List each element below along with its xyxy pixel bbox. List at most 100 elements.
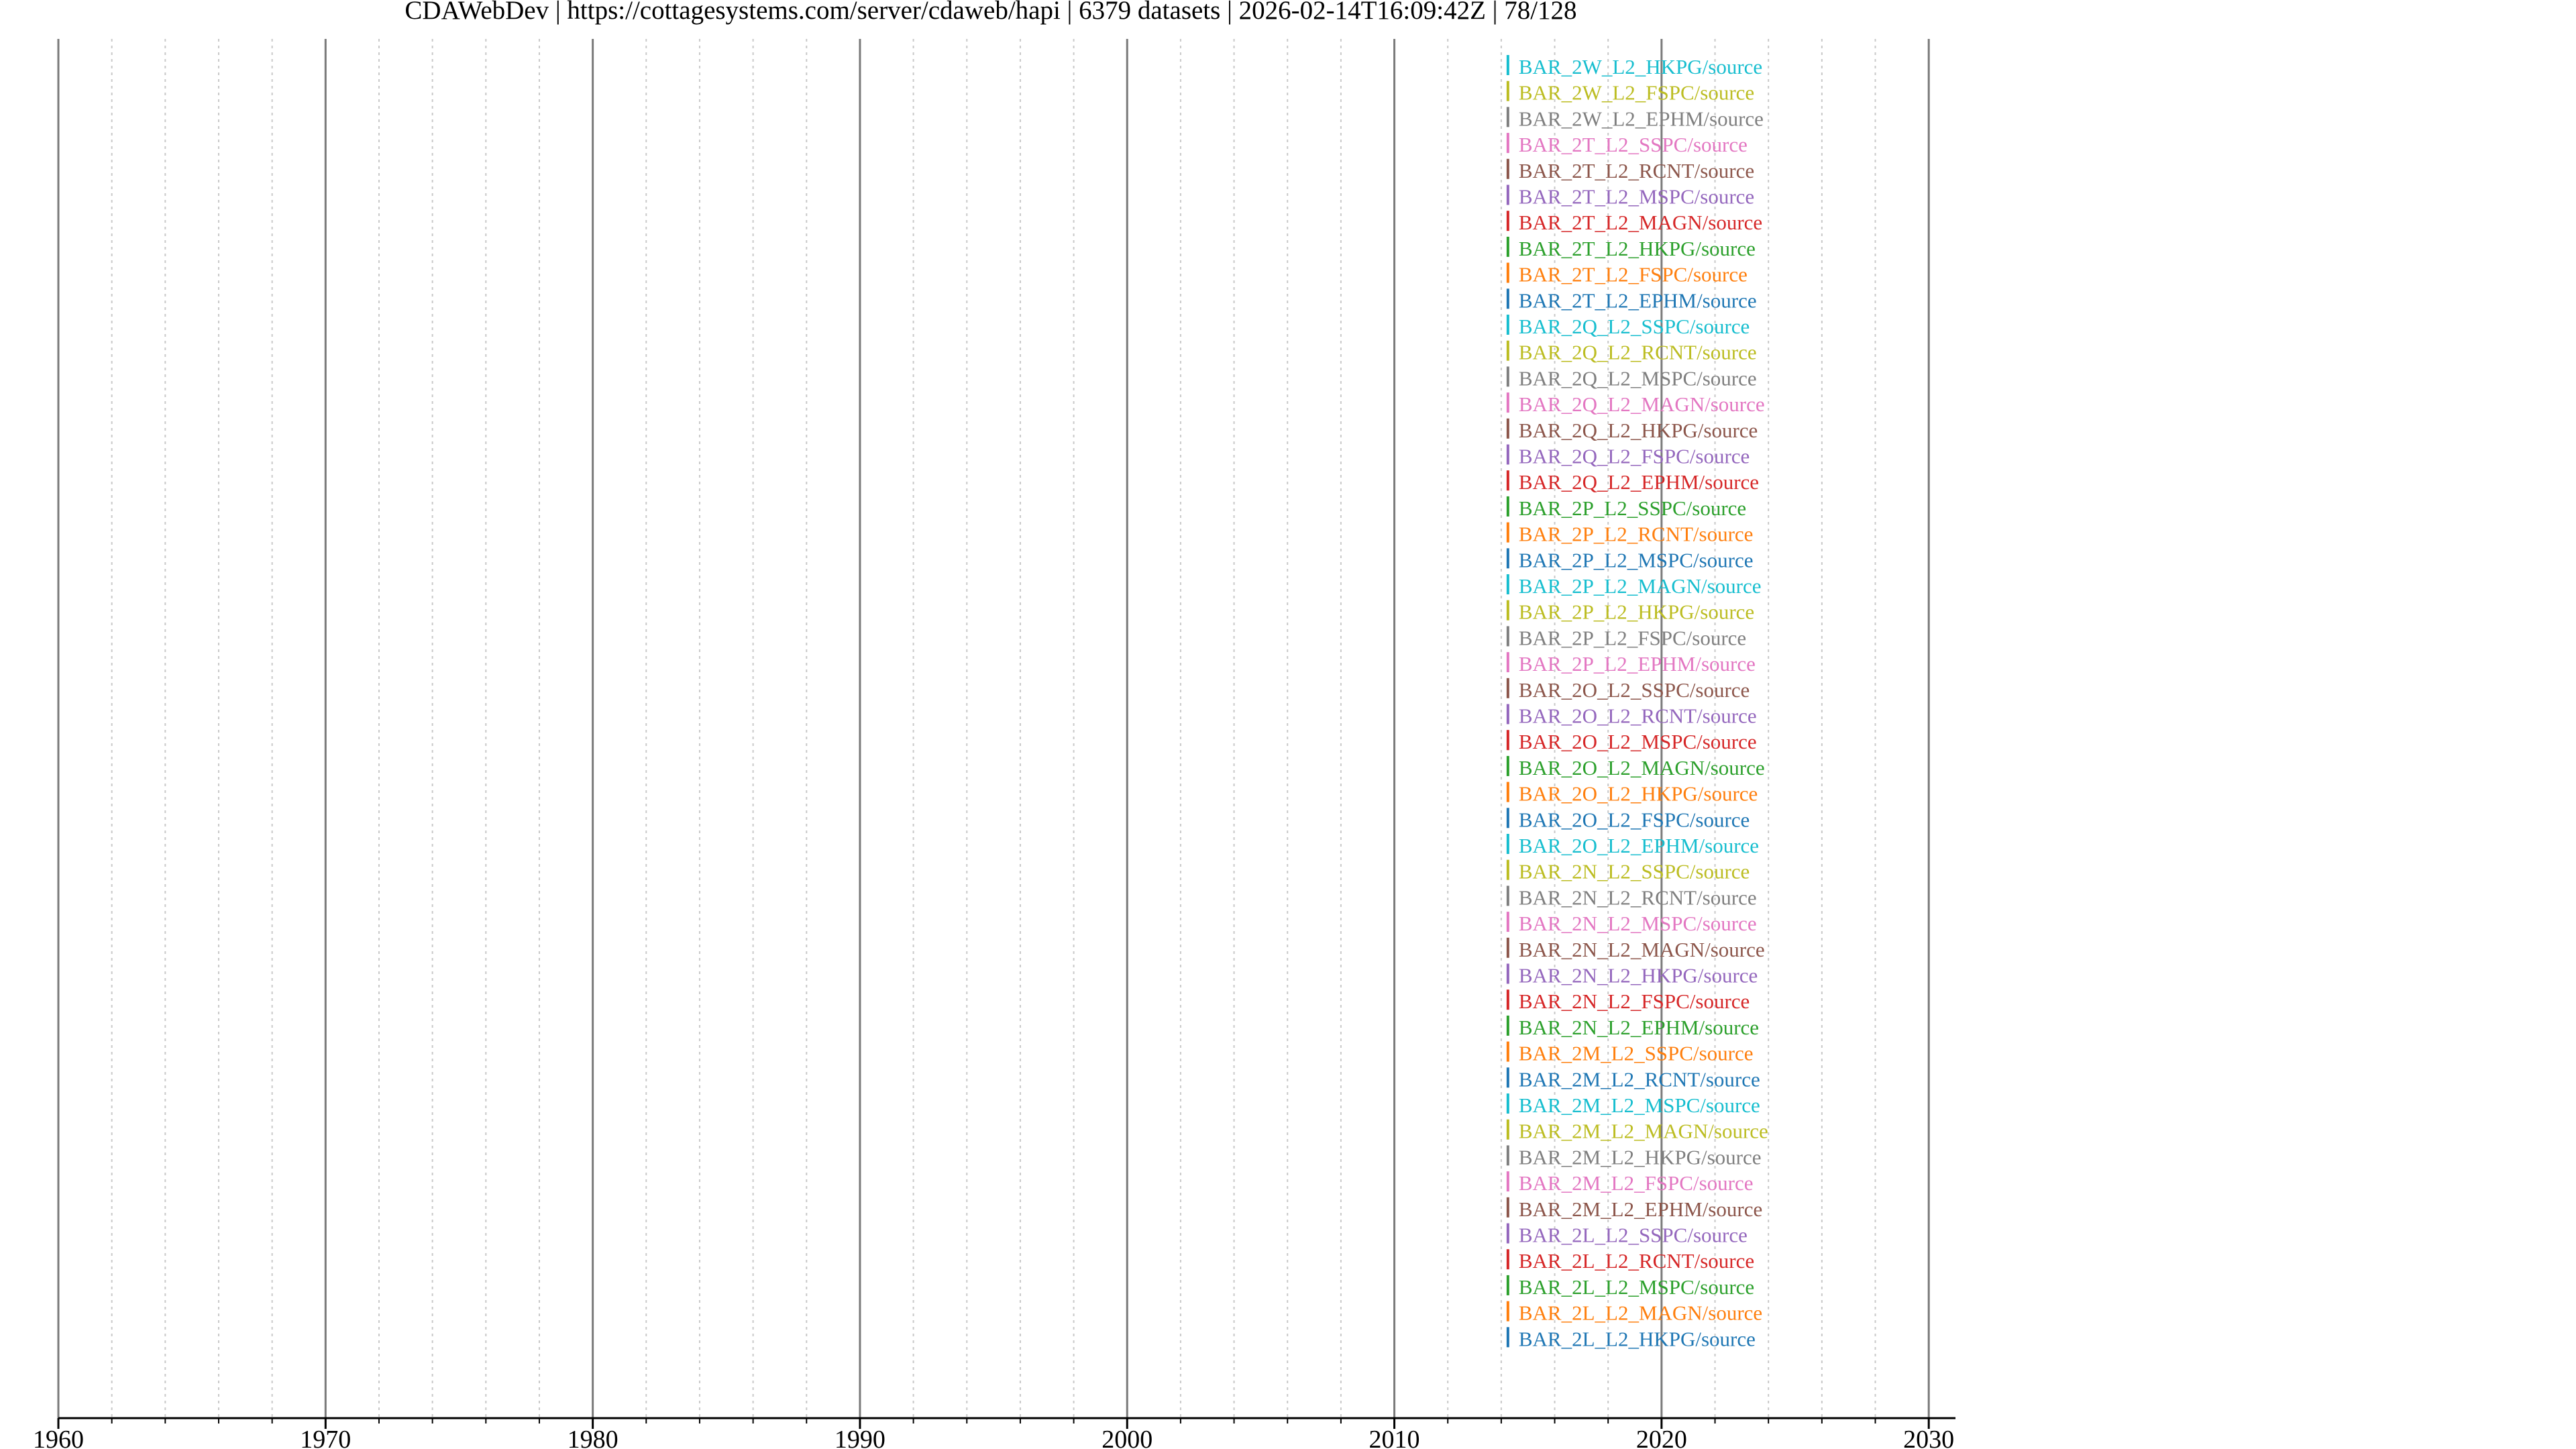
dataset-label[interactable]: BAR_2N_L2_FSPC/source <box>1519 989 1750 1013</box>
dataset-row[interactable]: BAR_2M_L2_EPHM/source <box>1506 1197 1762 1221</box>
dataset-row[interactable]: BAR_2M_L2_MSPC/source <box>1506 1093 1760 1117</box>
dataset-label[interactable]: BAR_2O_L2_FSPC/source <box>1519 808 1750 831</box>
dataset-label[interactable]: BAR_2P_L2_SSPC/source <box>1519 496 1746 520</box>
dataset-row[interactable]: BAR_2O_L2_RCNT/source <box>1506 704 1757 728</box>
dataset-bar[interactable] <box>1506 548 1509 569</box>
dataset-label[interactable]: BAR_2L_L2_RCNT/source <box>1519 1249 1754 1273</box>
dataset-label[interactable]: BAR_2P_L2_MSPC/source <box>1519 548 1754 572</box>
dataset-bar[interactable] <box>1506 262 1509 283</box>
dataset-label[interactable]: BAR_2T_L2_SSPC/source <box>1519 133 1748 156</box>
dataset-label[interactable]: BAR_2M_L2_FSPC/source <box>1519 1171 1754 1195</box>
dataset-row[interactable]: BAR_2O_L2_HKPG/source <box>1506 782 1758 806</box>
dataset-label[interactable]: BAR_2N_L2_HKPG/source <box>1519 964 1758 987</box>
dataset-bar[interactable] <box>1506 340 1509 361</box>
dataset-bar[interactable] <box>1506 626 1509 647</box>
dataset-row[interactable]: BAR_2N_L2_MAGN/source <box>1506 937 1765 961</box>
dataset-bar[interactable] <box>1506 1327 1509 1348</box>
dataset-bar[interactable] <box>1506 1093 1509 1114</box>
dataset-row[interactable]: BAR_2L_L2_SSPC/source <box>1506 1223 1748 1247</box>
dataset-bar[interactable] <box>1506 652 1509 673</box>
dataset-row[interactable]: BAR_2O_L2_SSPC/source <box>1506 678 1750 702</box>
dataset-label[interactable]: BAR_2Q_L2_HKPG/source <box>1519 419 1758 442</box>
dataset-row[interactable]: BAR_2T_L2_FSPC/source <box>1506 262 1748 286</box>
dataset-bar[interactable] <box>1506 418 1509 439</box>
dataset-label[interactable]: BAR_2O_L2_MAGN/source <box>1519 756 1765 780</box>
dataset-bar[interactable] <box>1506 859 1509 880</box>
dataset-label[interactable]: BAR_2O_L2_RCNT/source <box>1519 704 1757 728</box>
dataset-bar[interactable] <box>1506 496 1509 517</box>
dataset-row[interactable]: BAR_2N_L2_SSPC/source <box>1506 859 1750 883</box>
dataset-row[interactable]: BAR_2L_L2_RCNT/source <box>1506 1249 1754 1273</box>
dataset-row[interactable]: BAR_2P_L2_HKPG/source <box>1506 600 1754 624</box>
dataset-label[interactable]: BAR_2T_L2_HKPG/source <box>1519 237 1756 260</box>
dataset-bar[interactable] <box>1506 1171 1509 1192</box>
dataset-label[interactable]: BAR_2O_L2_HKPG/source <box>1519 782 1758 806</box>
dataset-row[interactable]: BAR_2M_L2_HKPG/source <box>1506 1145 1762 1169</box>
dataset-bar[interactable] <box>1506 366 1509 387</box>
dataset-bar[interactable] <box>1506 522 1509 543</box>
dataset-row[interactable]: BAR_2Q_L2_FSPC/source <box>1506 444 1750 468</box>
dataset-row[interactable]: BAR_2Q_L2_MSPC/source <box>1506 366 1757 390</box>
dataset-bar[interactable] <box>1506 236 1509 257</box>
dataset-label[interactable]: BAR_2Q_L2_EPHM/source <box>1519 470 1759 494</box>
dataset-label[interactable]: BAR_2M_L2_EPHM/source <box>1519 1197 1762 1221</box>
dataset-bar[interactable] <box>1506 1223 1509 1244</box>
dataset-label[interactable]: BAR_2P_L2_EPHM/source <box>1519 652 1756 676</box>
dataset-bar[interactable] <box>1506 1301 1509 1322</box>
dataset-bar[interactable] <box>1506 1067 1509 1088</box>
dataset-label[interactable]: BAR_2N_L2_MAGN/source <box>1519 938 1765 961</box>
dataset-bar[interactable] <box>1506 315 1509 335</box>
dataset-bar[interactable] <box>1506 885 1509 906</box>
dataset-row[interactable]: BAR_2T_L2_HKPG/source <box>1506 236 1756 260</box>
dataset-label[interactable]: BAR_2N_L2_RCNT/source <box>1519 885 1757 909</box>
dataset-label[interactable]: BAR_2L_L2_MAGN/source <box>1519 1301 1762 1325</box>
dataset-row[interactable]: BAR_2P_L2_FSPC/source <box>1506 626 1746 649</box>
dataset-row[interactable]: BAR_2W_L2_FSPC/source <box>1506 80 1754 105</box>
dataset-row[interactable]: BAR_2N_L2_FSPC/source <box>1506 989 1750 1013</box>
dataset-row[interactable]: BAR_2W_L2_EPHM/source <box>1506 107 1764 130</box>
dataset-row[interactable]: BAR_2P_L2_EPHM/source <box>1506 652 1756 676</box>
dataset-row[interactable]: BAR_2L_L2_MSPC/source <box>1506 1275 1754 1299</box>
dataset-row[interactable]: BAR_2N_L2_EPHM/source <box>1506 1015 1759 1039</box>
dataset-bar[interactable] <box>1506 288 1509 309</box>
dataset-bar[interactable] <box>1506 963 1509 984</box>
dataset-label[interactable]: BAR_2M_L2_HKPG/source <box>1519 1145 1762 1169</box>
dataset-row[interactable]: BAR_2N_L2_MSPC/source <box>1506 912 1757 935</box>
dataset-row[interactable]: BAR_2Q_L2_RCNT/source <box>1506 340 1757 364</box>
dataset-bar[interactable] <box>1506 730 1509 751</box>
dataset-row[interactable]: BAR_2T_L2_MSPC/source <box>1506 184 1754 209</box>
dataset-bar[interactable] <box>1506 107 1509 127</box>
dataset-label[interactable]: BAR_2N_L2_MSPC/source <box>1519 912 1757 935</box>
dataset-label[interactable]: BAR_2P_L2_RCNT/source <box>1519 523 1754 546</box>
dataset-label[interactable]: BAR_2T_L2_MSPC/source <box>1519 185 1754 209</box>
dataset-label[interactable]: BAR_2Q_L2_FSPC/source <box>1519 445 1750 468</box>
dataset-row[interactable]: BAR_2O_L2_FSPC/source <box>1506 808 1750 831</box>
dataset-label[interactable]: BAR_2Q_L2_MAGN/source <box>1519 392 1765 416</box>
dataset-bar[interactable] <box>1506 133 1509 154</box>
dataset-row[interactable]: BAR_2M_L2_RCNT/source <box>1506 1067 1760 1091</box>
dataset-row[interactable]: BAR_2M_L2_MAGN/source <box>1506 1119 1768 1143</box>
dataset-label[interactable]: BAR_2O_L2_MSPC/source <box>1519 730 1757 753</box>
dataset-row[interactable]: BAR_2N_L2_RCNT/source <box>1506 885 1757 909</box>
dataset-bar[interactable] <box>1506 1041 1509 1062</box>
dataset-row[interactable]: BAR_2T_L2_EPHM/source <box>1506 288 1757 312</box>
dataset-row[interactable]: BAR_2O_L2_MSPC/source <box>1506 730 1757 753</box>
dataset-bar[interactable] <box>1506 937 1509 958</box>
dataset-label[interactable]: BAR_2M_L2_SSPC/source <box>1519 1042 1754 1065</box>
dataset-row[interactable]: BAR_2T_L2_MAGN/source <box>1506 211 1762 234</box>
dataset-label[interactable]: BAR_2T_L2_RCNT/source <box>1519 159 1754 182</box>
dataset-row[interactable]: BAR_2W_L2_HKPG/source <box>1506 55 1762 78</box>
dataset-bar[interactable] <box>1506 1197 1509 1218</box>
dataset-row[interactable]: BAR_2P_L2_MSPC/source <box>1506 548 1754 572</box>
dataset-bar[interactable] <box>1506 704 1509 724</box>
dataset-bar[interactable] <box>1506 392 1509 413</box>
dataset-label[interactable]: BAR_2W_L2_EPHM/source <box>1519 107 1764 130</box>
dataset-label[interactable]: BAR_2P_L2_HKPG/source <box>1519 600 1754 624</box>
dataset-row[interactable]: BAR_2T_L2_RCNT/source <box>1506 158 1754 182</box>
dataset-label[interactable]: BAR_2N_L2_EPHM/source <box>1519 1016 1759 1039</box>
dataset-label[interactable]: BAR_2T_L2_EPHM/source <box>1519 288 1757 312</box>
dataset-bar[interactable] <box>1506 808 1509 828</box>
dataset-bar[interactable] <box>1506 158 1509 179</box>
dataset-row[interactable]: BAR_2M_L2_SSPC/source <box>1506 1041 1754 1065</box>
dataset-label[interactable]: BAR_2O_L2_EPHM/source <box>1519 834 1759 857</box>
